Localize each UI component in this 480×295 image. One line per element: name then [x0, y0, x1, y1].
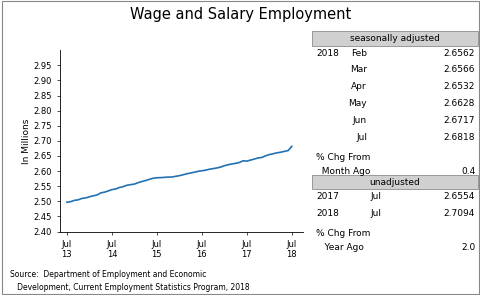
Text: 2.6628: 2.6628 — [443, 99, 474, 108]
Text: 2.6717: 2.6717 — [443, 116, 474, 125]
Text: 2.7094: 2.7094 — [443, 209, 474, 218]
Y-axis label: In Millions: In Millions — [22, 118, 30, 163]
Text: Jul: Jul — [355, 133, 366, 142]
Text: 2018: 2018 — [316, 209, 339, 218]
Text: Year Ago: Year Ago — [316, 243, 364, 252]
Text: Jul: Jul — [370, 192, 381, 201]
Text: unadjusted: unadjusted — [369, 178, 419, 186]
Text: 2018: 2018 — [316, 49, 339, 58]
Text: Month Ago: Month Ago — [316, 167, 370, 176]
Text: % Chg From: % Chg From — [316, 153, 370, 162]
Text: Feb: Feb — [350, 49, 366, 58]
Text: 2.6532: 2.6532 — [443, 82, 474, 91]
Text: 2.0: 2.0 — [460, 243, 474, 252]
Text: Wage and Salary Employment: Wage and Salary Employment — [130, 7, 350, 22]
Text: Apr: Apr — [351, 82, 366, 91]
Text: Source:  Department of Employment and Economic: Source: Department of Employment and Eco… — [10, 270, 205, 279]
Text: seasonally adjusted: seasonally adjusted — [349, 34, 439, 43]
Text: May: May — [348, 99, 366, 108]
Text: Jul: Jul — [370, 209, 381, 218]
Text: Jun: Jun — [352, 116, 366, 125]
Text: % Chg From: % Chg From — [316, 229, 370, 238]
Text: 2017: 2017 — [316, 192, 339, 201]
Text: 2.6554: 2.6554 — [443, 192, 474, 201]
Text: 2.6562: 2.6562 — [443, 49, 474, 58]
Text: 2.6566: 2.6566 — [443, 65, 474, 75]
Text: Development, Current Employment Statistics Program, 2018: Development, Current Employment Statisti… — [10, 283, 249, 292]
Text: Mar: Mar — [349, 65, 366, 75]
Text: 2.6818: 2.6818 — [443, 133, 474, 142]
Text: 0.4: 0.4 — [460, 167, 474, 176]
